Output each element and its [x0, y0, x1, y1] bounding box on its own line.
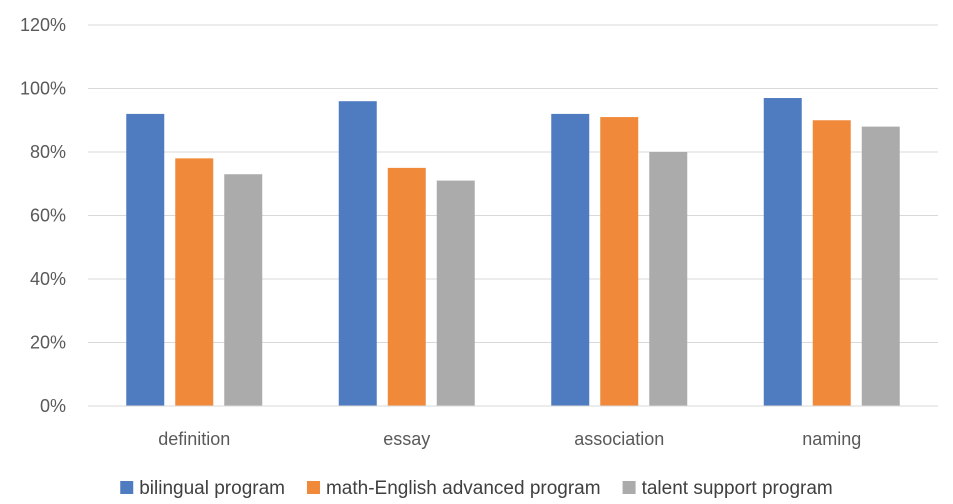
- legend-label: bilingual program: [139, 478, 285, 499]
- bar-naming-2: [812, 120, 851, 406]
- y-tick-label: 60%: [30, 206, 66, 226]
- x-tick-label: association: [574, 429, 664, 449]
- legend-item: talent support program: [622, 478, 833, 499]
- bar-association-2: [600, 117, 639, 406]
- y-axis: 0% 20% 40% 60% 80% 100% 120%: [20, 15, 66, 416]
- legend-label: math-English advanced program: [326, 478, 601, 499]
- bar-association-1: [551, 113, 590, 407]
- y-tick-label: 120%: [20, 15, 66, 35]
- y-tick-label: 80%: [30, 142, 66, 162]
- y-tick-label: 40%: [30, 269, 66, 289]
- bar-definition-1: [126, 113, 165, 407]
- x-tick-label: essay: [383, 429, 430, 449]
- gridlines: [88, 24, 938, 407]
- legend-swatch: [120, 481, 134, 494]
- y-tick-label: 0%: [40, 396, 66, 416]
- bar-definition-2: [175, 158, 214, 406]
- bar-naming-3: [861, 126, 900, 406]
- bar-definition-3: [224, 174, 263, 406]
- x-axis: definition essay association naming: [88, 405, 938, 449]
- legend-item: math-English advanced program: [306, 478, 601, 499]
- bar-essay-3: [436, 180, 475, 406]
- x-tick-label: naming: [802, 429, 861, 449]
- legend-swatch: [306, 481, 320, 494]
- legend: bilingual program math-English advanced p…: [120, 478, 833, 499]
- bar-essay-1: [338, 101, 377, 406]
- legend-item: bilingual program: [120, 478, 285, 499]
- bar-essay-2: [387, 167, 426, 406]
- bar-naming-1: [763, 98, 802, 407]
- bars: [126, 98, 900, 407]
- legend-label: talent support program: [642, 478, 833, 499]
- x-tick-label: definition: [158, 429, 230, 449]
- y-tick-label: 100%: [20, 79, 66, 99]
- legend-swatch: [622, 481, 636, 494]
- y-tick-label: 20%: [30, 333, 66, 353]
- bar-association-3: [649, 152, 688, 406]
